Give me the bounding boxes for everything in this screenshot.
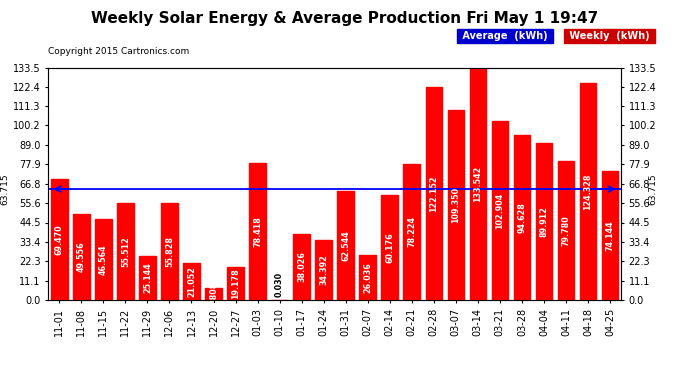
Text: 89.912: 89.912 — [540, 206, 549, 237]
Bar — [558, 161, 574, 300]
Bar — [51, 179, 68, 300]
Text: 102.904: 102.904 — [495, 192, 504, 228]
Bar — [535, 143, 552, 300]
Bar — [73, 214, 90, 300]
Bar — [470, 68, 486, 300]
Text: 78.418: 78.418 — [253, 216, 262, 247]
Text: Average  (kWh): Average (kWh) — [459, 31, 551, 41]
Bar — [227, 267, 244, 300]
Bar — [139, 256, 156, 300]
Text: 78.224: 78.224 — [407, 216, 416, 248]
Bar — [580, 84, 596, 300]
Text: 69.470: 69.470 — [55, 224, 63, 255]
Bar — [359, 255, 376, 300]
Text: Weekly  (kWh): Weekly (kWh) — [566, 31, 653, 41]
Bar — [602, 171, 618, 300]
Bar — [205, 288, 221, 300]
Text: 62.544: 62.544 — [341, 230, 350, 261]
Bar — [161, 203, 178, 300]
Text: 25.144: 25.144 — [143, 263, 152, 294]
Text: 0.030: 0.030 — [275, 272, 284, 297]
Text: 109.350: 109.350 — [451, 187, 460, 223]
Text: 55.828: 55.828 — [165, 236, 174, 267]
Text: 60.176: 60.176 — [385, 232, 394, 263]
Text: 63.715: 63.715 — [648, 173, 657, 205]
Text: 19.178: 19.178 — [231, 268, 240, 298]
Bar — [426, 87, 442, 300]
Text: 94.628: 94.628 — [518, 202, 526, 233]
Bar — [513, 135, 530, 300]
Text: Copyright 2015 Cartronics.com: Copyright 2015 Cartronics.com — [48, 47, 190, 56]
Text: 55.512: 55.512 — [121, 236, 130, 267]
Bar — [404, 164, 420, 300]
Text: 46.564: 46.564 — [99, 244, 108, 275]
Text: 124.328: 124.328 — [584, 174, 593, 210]
Text: 49.556: 49.556 — [77, 242, 86, 272]
Text: 21.052: 21.052 — [187, 266, 196, 297]
Bar — [117, 203, 134, 300]
Text: 74.144: 74.144 — [606, 220, 615, 251]
Bar — [249, 164, 266, 300]
Text: 26.036: 26.036 — [363, 262, 372, 293]
Text: 38.026: 38.026 — [297, 252, 306, 282]
Text: 6.808: 6.808 — [209, 281, 218, 307]
Text: Weekly Solar Energy & Average Production Fri May 1 19:47: Weekly Solar Energy & Average Production… — [91, 11, 599, 26]
Text: 79.780: 79.780 — [562, 215, 571, 246]
Text: 34.392: 34.392 — [319, 255, 328, 285]
Bar — [337, 191, 354, 300]
Bar — [382, 195, 398, 300]
Bar — [293, 234, 310, 300]
Text: 133.542: 133.542 — [473, 166, 482, 202]
Bar — [315, 240, 332, 300]
Bar — [448, 110, 464, 300]
Bar — [95, 219, 112, 300]
Text: 63.715: 63.715 — [1, 173, 10, 205]
Bar — [491, 121, 508, 300]
Text: 122.152: 122.152 — [429, 176, 438, 212]
Bar — [184, 263, 199, 300]
